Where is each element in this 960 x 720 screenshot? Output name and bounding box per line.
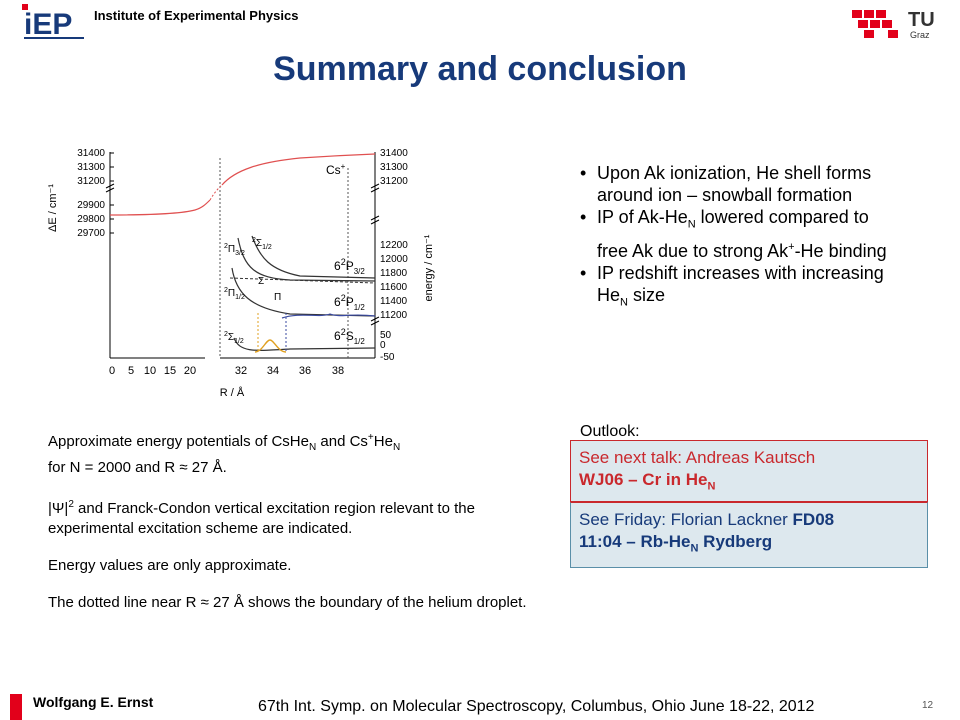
left-tick: 31200 xyxy=(77,176,105,187)
right-tick: 12000 xyxy=(380,254,408,265)
symposium-info: 67th Int. Symp. on Molecular Spectroscop… xyxy=(258,698,815,715)
iep-logo-text: iEP xyxy=(24,8,72,40)
iep-logo: iEP xyxy=(22,4,84,40)
right-tick: 12200 xyxy=(380,240,408,251)
tu-graz-logo: TU Graz xyxy=(852,9,935,40)
page-number: 12 xyxy=(922,700,934,711)
right-tick: 0 xyxy=(380,340,386,351)
bullet-dot-icon: • xyxy=(580,207,587,227)
left-tick: 29700 xyxy=(77,228,105,239)
bullet-item: • IP of Ak-HeN lowered compared to free … xyxy=(580,207,887,261)
orange-wavefunction xyxy=(254,339,287,353)
red-potential-left xyxy=(109,199,211,216)
p12-curve xyxy=(231,267,376,317)
x-tick: 0 xyxy=(109,365,115,377)
x-tick: 5 xyxy=(128,365,134,377)
caption-paragraph: |Ψ|2 and Franck-Condon vertical excitati… xyxy=(48,499,475,537)
right-tick: 31200 xyxy=(380,176,408,187)
x-tick: 15 xyxy=(164,365,176,377)
tu-logo-text: TU xyxy=(908,9,935,31)
p32-curve-a xyxy=(237,237,376,282)
right-tick: 31300 xyxy=(380,162,408,173)
caption-paragraph: Energy values are only approximate. xyxy=(48,557,292,574)
sigma-dashed xyxy=(229,277,376,284)
s12-label: 62S1/2 xyxy=(334,327,365,346)
x-tick: 20 xyxy=(184,365,196,377)
right-tick: 11400 xyxy=(380,296,408,307)
page-title: Summary and conclusion xyxy=(273,50,687,88)
energy-potential-figure: 31400 31300 31200 29900 29800 29700 ΔE /… xyxy=(47,148,435,399)
bullet-item: • IP redshift increases with increasing … xyxy=(580,262,884,309)
caption-paragraph: Approximate energy potentials of CsHeN a… xyxy=(48,432,401,476)
p32-label: 62P3/2 xyxy=(334,257,365,276)
caption-paragraph: The dotted line near R ≈ 27 Å shows the … xyxy=(48,594,527,611)
figure-caption: Approximate energy potentials of CsHeN a… xyxy=(48,428,548,630)
x-tick: 34 xyxy=(267,365,279,377)
pi-mid-label: Π xyxy=(274,292,281,303)
bullet-dot-icon: • xyxy=(580,262,587,283)
x-axis-label: R / Å xyxy=(220,386,245,399)
author-name: Wolfgang E. Ernst xyxy=(33,694,154,710)
right-tick: 31400 xyxy=(380,148,408,159)
right-axis-label: energy / cm⁻¹ xyxy=(423,234,435,301)
left-tick: 29900 xyxy=(77,200,105,211)
bullet-item: • Upon Ak ionization, He shell forms aro… xyxy=(580,163,872,205)
summary-bullets: • Upon Ak ionization, He shell forms aro… xyxy=(580,162,900,313)
pi32-label: 2Π3/2 xyxy=(224,243,245,257)
bullet-dot-icon: • xyxy=(580,163,587,183)
left-tick: 29800 xyxy=(77,214,105,225)
footer-red-mark xyxy=(10,694,22,720)
right-tick: 11600 xyxy=(380,282,408,293)
sig12-label: 2Σ1/2 xyxy=(252,237,272,251)
x-tick: 10 xyxy=(144,365,156,377)
right-tick: 50 xyxy=(380,330,392,341)
next-talk-box: See next talk: Andreas Kautsch WJ06 – Cr… xyxy=(570,440,928,502)
x-tick: 32 xyxy=(235,365,247,377)
left-tick: 31400 xyxy=(77,148,105,159)
p12-label: 62P1/2 xyxy=(334,293,365,312)
cs-plus-label: Cs+ xyxy=(326,162,346,177)
outlook-label: Outlook: xyxy=(580,423,640,440)
institute-name: Institute of Experimental Physics xyxy=(94,8,299,23)
right-tick: -50 xyxy=(380,352,395,363)
pi12-label: 2Π1/2 xyxy=(224,287,245,301)
right-axis-break-mid xyxy=(370,215,380,225)
friday-talk-box: See Friday: Florian Lackner FD08 11:04 –… xyxy=(570,502,928,568)
left-axis-break xyxy=(105,183,115,193)
s12-curve xyxy=(233,337,376,351)
sigma-mid-label: Σ xyxy=(258,276,264,287)
blue-wavefunction xyxy=(281,313,376,319)
right-axis-break-bottom xyxy=(370,316,380,326)
sigma-bottom-label: 2Σ1/2 xyxy=(224,331,244,345)
left-tick: 31300 xyxy=(77,162,105,173)
tu-logo-sub: Graz xyxy=(910,30,930,40)
right-tick: 11200 xyxy=(380,310,408,321)
red-potential-right xyxy=(221,153,376,186)
right-tick: 11800 xyxy=(380,268,408,279)
left-axis-label: ΔE / cm⁻¹ xyxy=(47,184,59,232)
x-tick: 36 xyxy=(299,365,311,377)
p32-curve-b xyxy=(251,235,376,279)
right-axis-break-top xyxy=(370,183,380,193)
x-tick: 38 xyxy=(332,365,344,377)
